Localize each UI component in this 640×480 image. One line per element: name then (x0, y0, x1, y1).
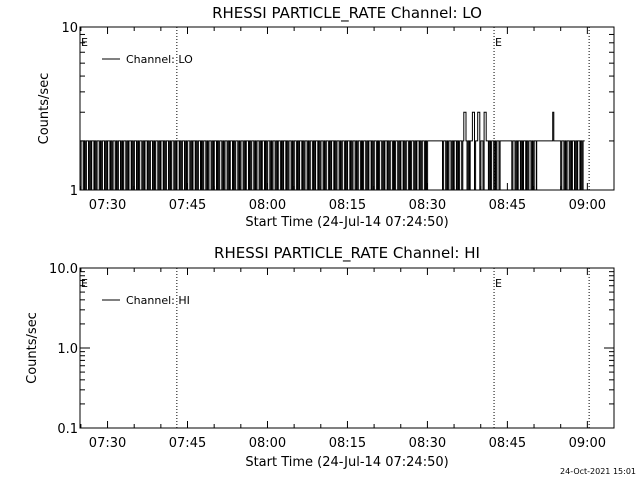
plot-frame (79, 267, 615, 429)
event-marker-label: E (495, 36, 502, 49)
event-marker-label: E (495, 277, 502, 290)
x-tick-label: 08:45 (489, 198, 526, 213)
footer-timestamp: 24-Oct-2021 15:01 (560, 467, 636, 476)
y-tick-label: 1 (70, 184, 78, 199)
event-marker-label: E (81, 36, 88, 49)
y-axis-label: Counts/sec (25, 312, 40, 384)
legend-label: Channel: HI (126, 294, 190, 307)
y-tick-label: 10 (61, 21, 78, 36)
hi-channel-panel: RHESSI PARTICLE_RATE Channel: HI Start Ti… (25, 244, 615, 470)
x-tick-label: 09:00 (569, 198, 606, 213)
x-tick-label: 07:45 (169, 198, 206, 213)
y-axis-label: Counts/sec (37, 73, 52, 145)
chart-title: RHESSI PARTICLE_RATE Channel: LO (212, 4, 482, 23)
x-tick-label: 07:30 (89, 436, 126, 451)
x-tick-label: 08:15 (329, 198, 366, 213)
x-tick-label: 08:15 (329, 436, 366, 451)
x-tick-label: 07:45 (169, 436, 206, 451)
event-marker-label: E (81, 277, 88, 290)
x-tick-label: 08:00 (249, 436, 286, 451)
x-tick-label: 07:30 (89, 198, 126, 213)
y-tick-label: 0.1 (57, 422, 78, 437)
x-axis-label: Start Time (24-Jul-14 07:24:50) (245, 215, 448, 230)
legend-label: Channel: LO (126, 53, 193, 66)
series-line-lo (80, 111, 585, 191)
x-tick-label: 08:45 (489, 436, 526, 451)
x-tick-label: 09:00 (569, 436, 606, 451)
x-tick-label: 08:30 (409, 198, 446, 213)
x-axis-label: Start Time (24-Jul-14 07:24:50) (245, 455, 448, 470)
y-tick-label: 10.0 (49, 262, 78, 277)
lo-channel-panel: RHESSI PARTICLE_RATE Channel: LO Start Ti… (37, 4, 615, 230)
chart-title: RHESSI PARTICLE_RATE Channel: HI (214, 244, 480, 263)
x-tick-label: 08:30 (409, 436, 446, 451)
y-tick-label: 1.0 (57, 342, 78, 357)
x-tick-label: 08:00 (249, 198, 286, 213)
